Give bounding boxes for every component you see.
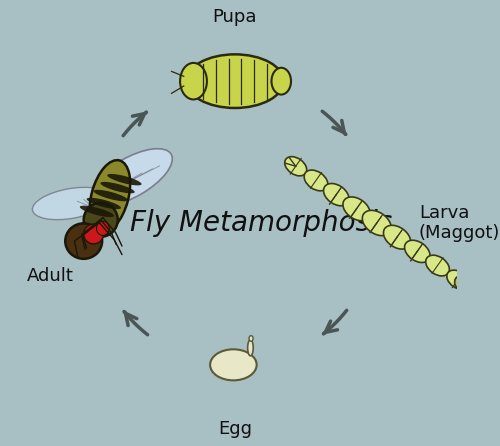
- Ellipse shape: [94, 190, 128, 201]
- Text: Fly Metamorphosis: Fly Metamorphosis: [130, 209, 392, 237]
- Ellipse shape: [285, 157, 306, 176]
- Ellipse shape: [249, 336, 253, 341]
- Ellipse shape: [404, 240, 430, 263]
- Ellipse shape: [32, 187, 110, 219]
- Ellipse shape: [107, 174, 142, 186]
- Ellipse shape: [343, 197, 370, 221]
- Ellipse shape: [84, 224, 103, 244]
- Ellipse shape: [362, 211, 391, 235]
- Ellipse shape: [90, 149, 172, 206]
- Ellipse shape: [90, 160, 130, 233]
- Ellipse shape: [248, 340, 253, 356]
- Ellipse shape: [454, 276, 472, 292]
- Ellipse shape: [66, 223, 102, 259]
- Ellipse shape: [384, 225, 410, 249]
- Ellipse shape: [180, 63, 207, 99]
- Text: Pupa: Pupa: [212, 8, 257, 26]
- Ellipse shape: [272, 68, 291, 95]
- Ellipse shape: [304, 170, 328, 191]
- Ellipse shape: [86, 198, 121, 209]
- Ellipse shape: [96, 221, 109, 235]
- Ellipse shape: [426, 255, 450, 276]
- Ellipse shape: [447, 270, 469, 289]
- Ellipse shape: [324, 183, 349, 206]
- Ellipse shape: [84, 203, 117, 237]
- Text: Larva
(Maggot): Larva (Maggot): [419, 204, 500, 242]
- Text: Egg: Egg: [218, 420, 252, 438]
- Ellipse shape: [100, 182, 134, 193]
- Text: Adult: Adult: [26, 267, 74, 285]
- Ellipse shape: [80, 206, 114, 217]
- Ellipse shape: [186, 54, 284, 108]
- Ellipse shape: [210, 349, 256, 380]
